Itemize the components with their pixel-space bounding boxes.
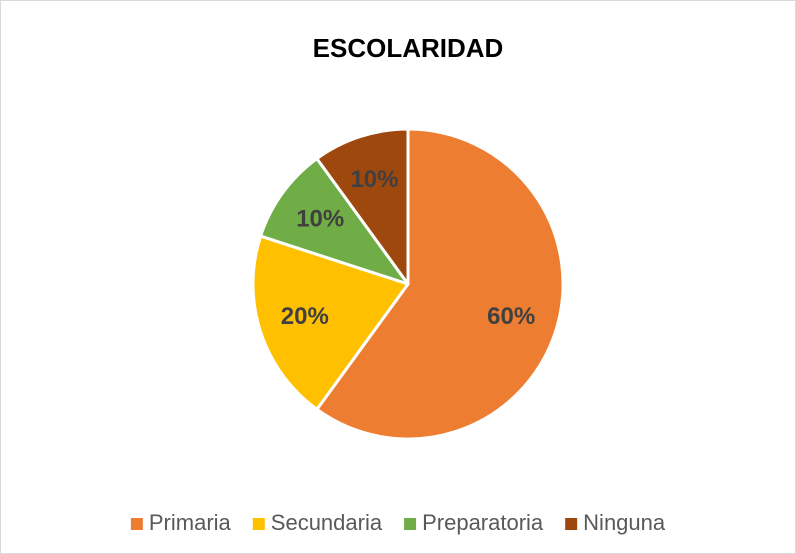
pie-slice: [315, 127, 565, 441]
pie-slice: [251, 234, 410, 411]
legend-swatch: [130, 518, 143, 530]
legend-swatch: [404, 518, 417, 530]
pie-slice: [259, 157, 410, 286]
data-label: 20%: [281, 303, 329, 330]
data-label: 60%: [487, 303, 535, 330]
data-label: 10%: [296, 206, 344, 233]
chart-title: ESCOLARIDAD: [313, 33, 504, 63]
data-label: 10%: [350, 166, 398, 193]
legend-label: Primaria: [149, 510, 232, 535]
pie-slice: [315, 127, 410, 286]
legend-swatch: [252, 518, 265, 530]
legend-swatch: [565, 518, 578, 530]
legend-label: Secundaria: [271, 510, 383, 535]
legend-label: Ninguna: [583, 510, 666, 535]
legend-label: Preparatoria: [422, 510, 544, 535]
